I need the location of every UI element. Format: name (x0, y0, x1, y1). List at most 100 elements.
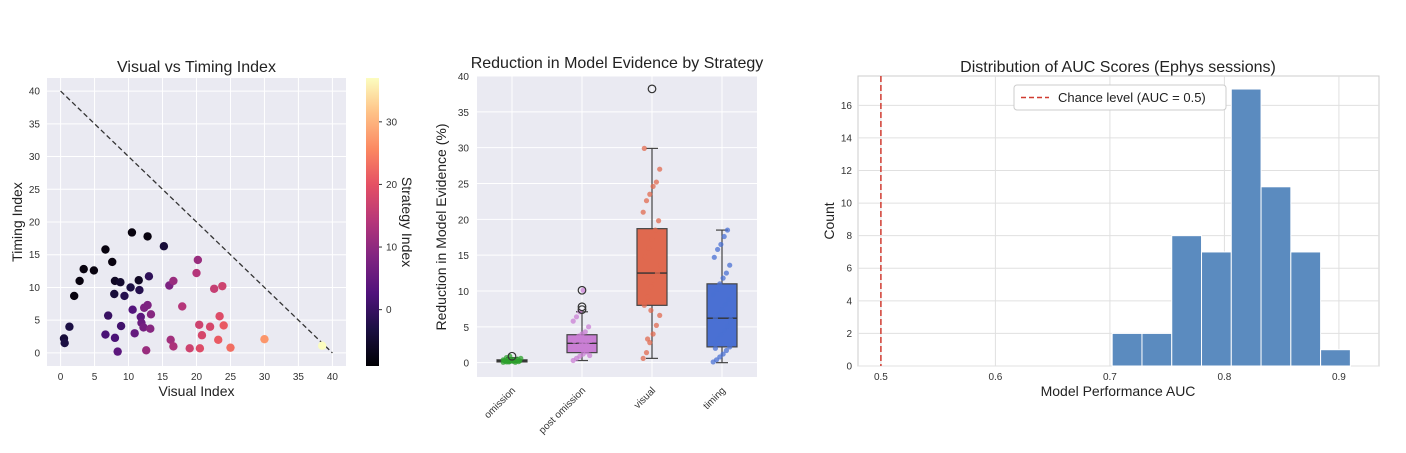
y-tick-label: 4 (846, 296, 852, 307)
strip-point (724, 323, 731, 329)
y-tick-label: 10 (29, 283, 41, 294)
strip-point (653, 322, 660, 328)
scatter-point (209, 284, 219, 293)
x-tick-label: 40 (327, 372, 339, 383)
scatter-reference-line (60, 90, 333, 354)
outlier-point (577, 285, 587, 295)
scatter-point (103, 311, 113, 320)
box-chart: 0 5 10 15 20 25 30 35 40 omission post omission vi… (433, 55, 763, 436)
histogram-bar (1201, 251, 1232, 367)
scatter-point (260, 334, 269, 344)
scatter-point (166, 335, 175, 345)
strip-point (570, 318, 576, 324)
scatter-point (128, 305, 137, 314)
colorbar-tick-label: 0 (386, 305, 392, 316)
x-tick-label: 5 (92, 372, 98, 383)
y-tick-label: 5 (34, 316, 40, 327)
histogram-bar (1171, 235, 1203, 367)
scatter-point (60, 338, 69, 348)
scatter-point (219, 321, 228, 330)
histogram-x-label: Model Performance AUC (1041, 383, 1196, 399)
x-tick-label: 35 (293, 372, 305, 383)
scatter-point (144, 272, 154, 281)
strip-point (720, 351, 726, 357)
strip-point (710, 291, 716, 298)
strip-point (646, 245, 652, 251)
scatter-point (169, 276, 178, 286)
y-tick-label: 0 (34, 348, 40, 359)
strip-point (649, 236, 655, 242)
outlier-point (507, 351, 517, 361)
strip-point (657, 312, 663, 318)
y-tick-label: 8 (846, 231, 852, 242)
scatter-point (134, 276, 143, 285)
strip-point (641, 302, 647, 308)
histogram-bars (1111, 88, 1351, 367)
colorbar-tick-label: 10 (386, 243, 398, 254)
x-category-label: omission (482, 385, 518, 421)
histogram-bar (1290, 251, 1322, 367)
x-tick-label: 0.5 (874, 372, 888, 383)
strip-point (643, 198, 650, 204)
scatter-point (127, 228, 137, 237)
colorbar-ticks: 0 10 20 30 (379, 117, 398, 316)
scatter-point (143, 300, 152, 310)
y-tick-label: 0 (846, 362, 852, 373)
scatter-point (79, 264, 88, 274)
colorbar (366, 78, 379, 366)
histogram-bar (1320, 349, 1351, 367)
strip-point (587, 352, 593, 359)
x-tick-label: 25 (225, 372, 237, 383)
scatter-x-label: Visual Index (158, 383, 234, 399)
strip-point (712, 345, 719, 351)
strip-point (580, 287, 586, 293)
scatter-ticks: 0 5 10 15 20 25 30 35 40 0 5 10 15 20 25 30 35 40 (29, 87, 339, 383)
strip-point (724, 227, 731, 233)
strip-point (656, 218, 662, 224)
x-tick-label: 10 (123, 372, 135, 383)
strip-point (721, 233, 727, 240)
histogram-ticks: 0.5 0.6 0.7 0.8 0.9 0 2 4 6 8 10 12 14 16 (841, 101, 1346, 383)
scatter-point (108, 257, 117, 267)
strip-point (658, 262, 664, 268)
strip-point (716, 311, 722, 317)
x-category-label: post omission (537, 385, 588, 436)
legend-label: Chance level (AUC = 0.5) (1058, 90, 1206, 105)
strip-point (648, 284, 654, 290)
scatter-title: Visual vs Timing Index (117, 59, 276, 76)
scatter-point (185, 344, 194, 353)
y-tick-label: 5 (463, 323, 469, 334)
strip-point (712, 315, 719, 321)
scatter-point (69, 291, 79, 301)
strip-point (728, 317, 734, 323)
scatter-point (135, 285, 144, 295)
box-title: Reduction in Model Evidence by Strategy (471, 55, 764, 72)
scatter-chart: 0 5 10 15 20 25 30 35 40 0 5 10 15 20 25 30 35 40 Visual … (9, 59, 415, 399)
strip-point (727, 262, 733, 268)
histogram-title: Distribution of AUC Scores (Ephys sessio… (960, 59, 1276, 76)
strip-point (711, 254, 717, 260)
strip-point (720, 275, 726, 281)
strip-point (723, 347, 730, 354)
outlier-point (577, 305, 587, 315)
strip-point (640, 355, 646, 361)
strip-point (653, 179, 660, 185)
y-tick-label: 14 (841, 133, 853, 144)
strip-point (651, 277, 657, 283)
x-tick-label: 0.9 (1332, 372, 1346, 383)
strip-point (721, 327, 727, 334)
strip-point (641, 145, 647, 151)
y-tick-label: 16 (841, 101, 853, 112)
box-series (496, 84, 738, 365)
y-tick-label: 10 (458, 287, 470, 298)
y-tick-label: 20 (29, 218, 41, 229)
scatter-point (192, 268, 201, 278)
strip-point (582, 329, 588, 335)
strip-point (652, 227, 658, 233)
scatter-point (116, 321, 126, 331)
strip-point (719, 307, 725, 313)
scatter-point (110, 333, 120, 343)
strip-point (586, 324, 592, 330)
strip-point (588, 337, 594, 344)
